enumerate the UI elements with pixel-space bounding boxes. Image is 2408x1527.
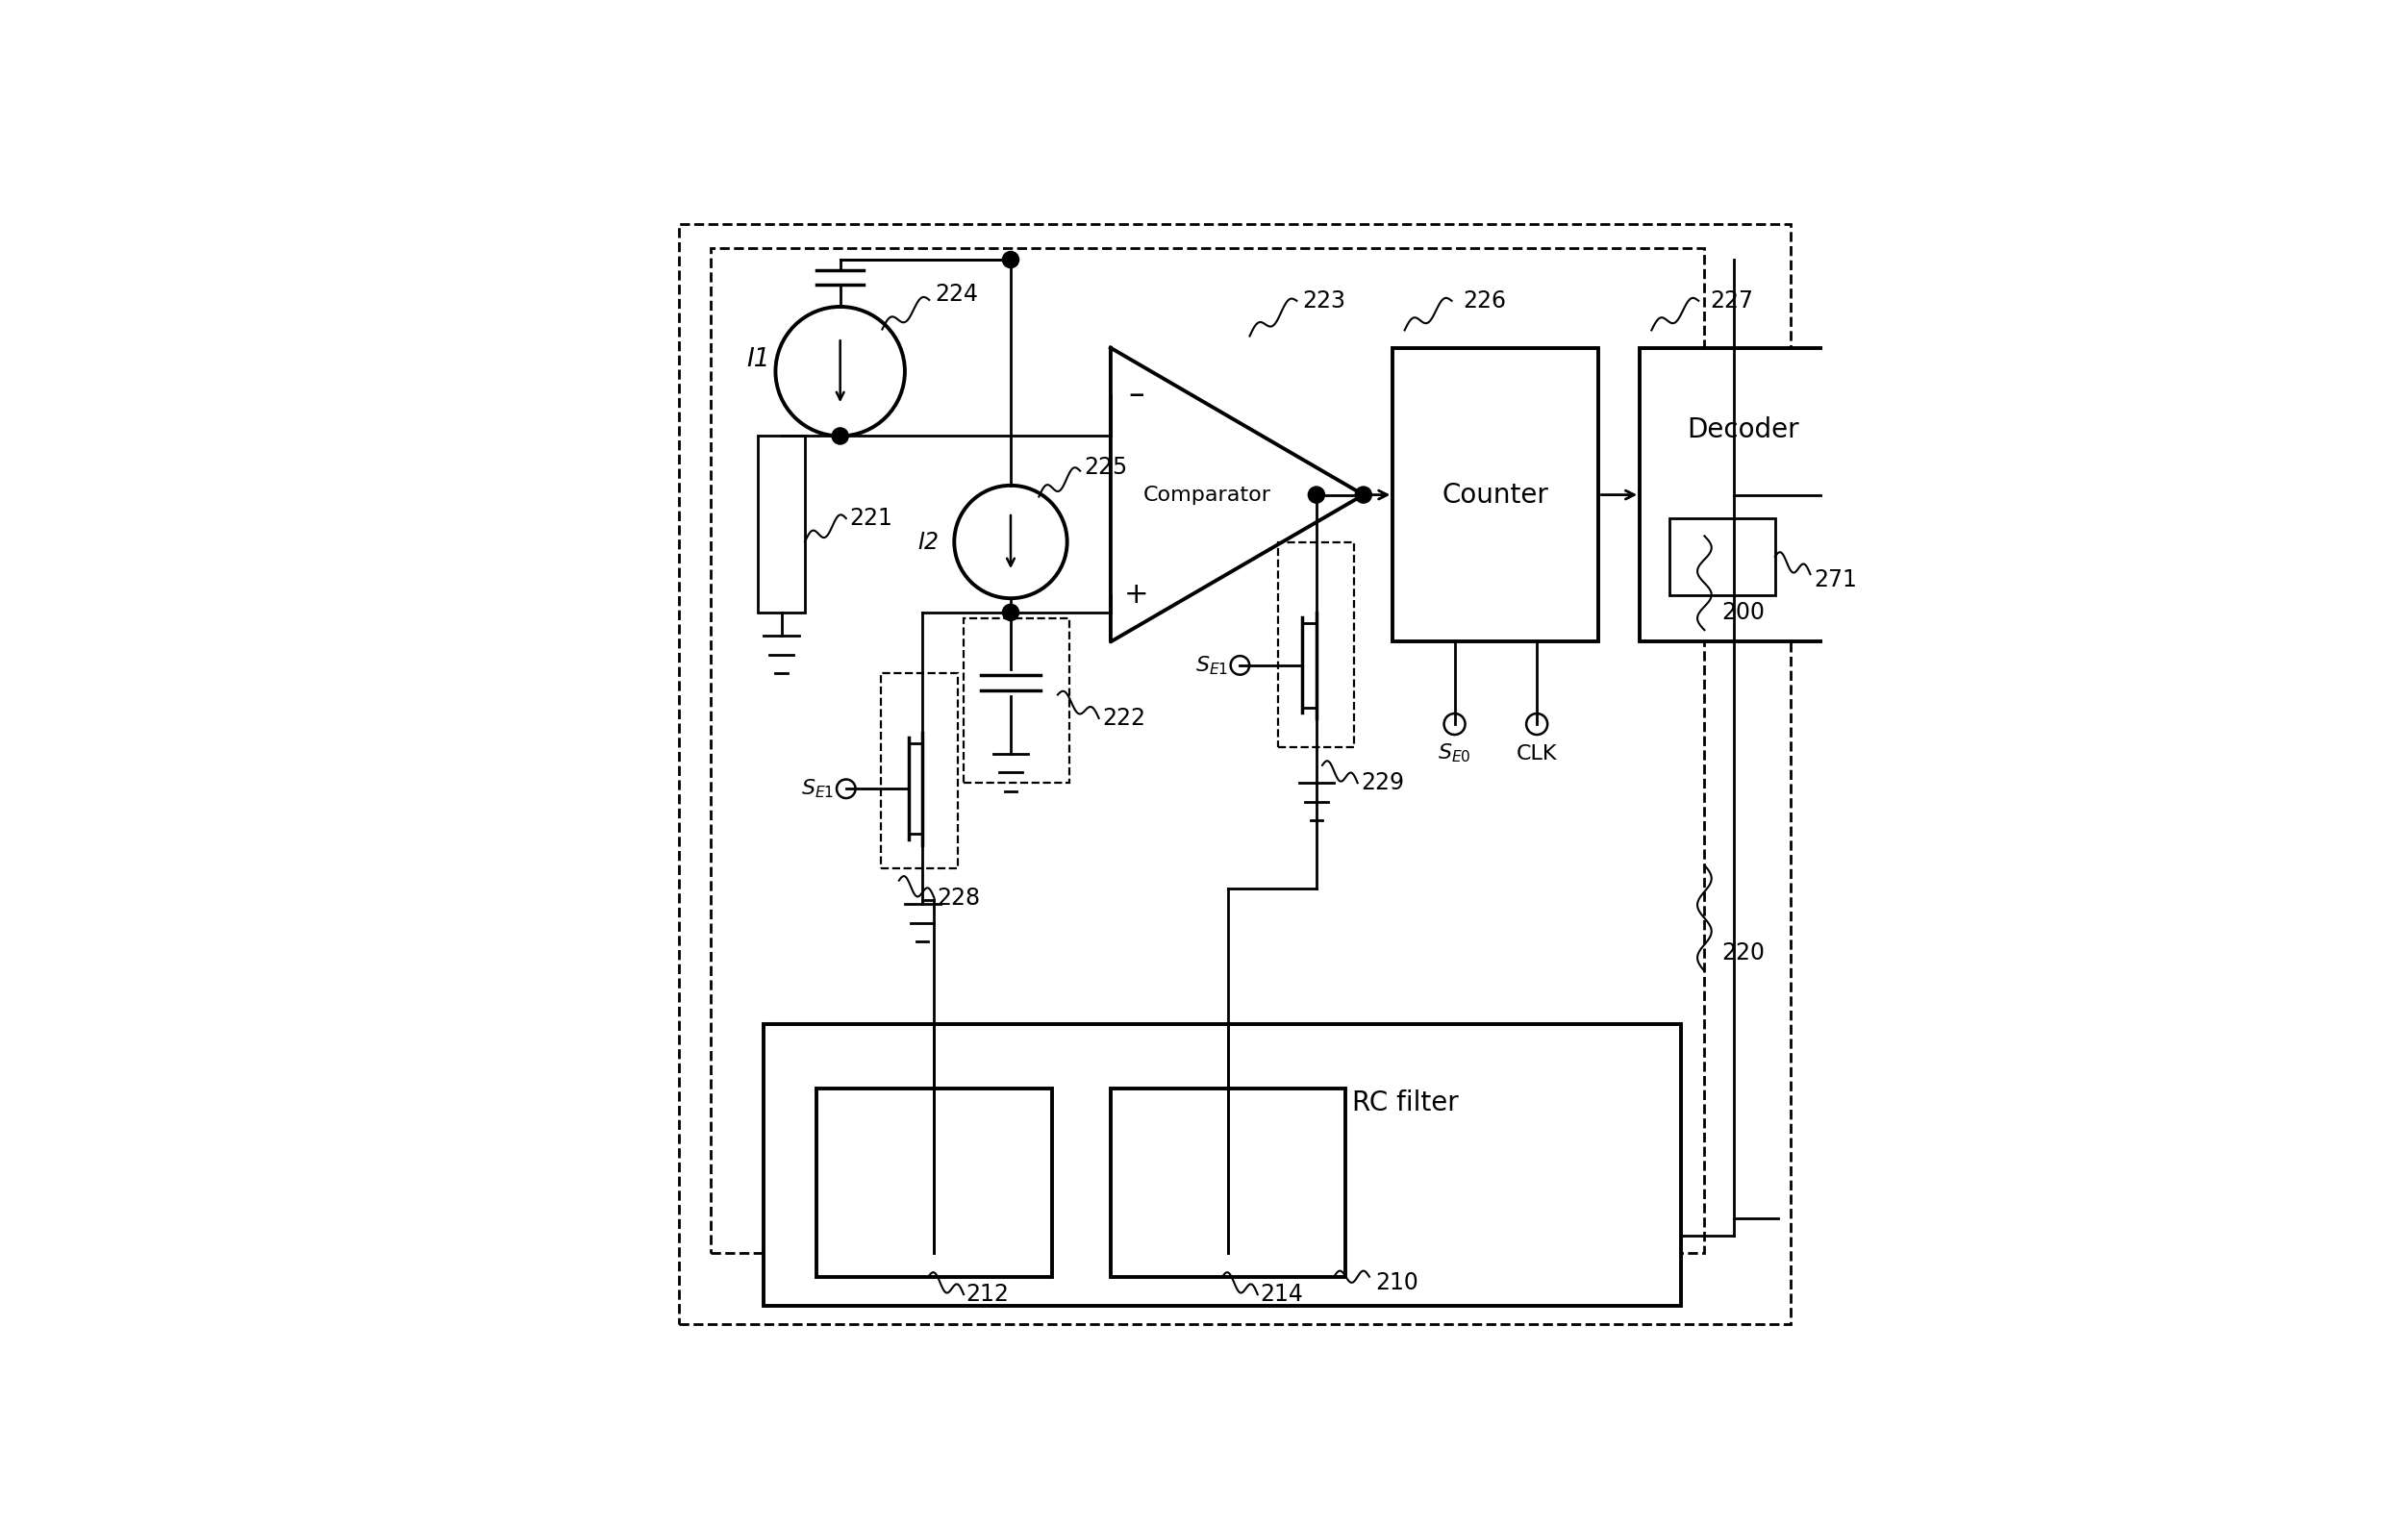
Text: 227: 227 [1710, 289, 1753, 313]
Bar [763, 1025, 1681, 1306]
Circle shape [1002, 252, 1019, 267]
Text: RC filter: RC filter [1353, 1089, 1459, 1116]
Circle shape [836, 779, 855, 799]
Text: 221: 221 [850, 507, 893, 530]
Bar [1110, 1089, 1346, 1277]
Text: 200: 200 [1722, 600, 1765, 625]
Text: $S_{E0}$: $S_{E0}$ [1438, 742, 1471, 765]
Text: 271: 271 [1813, 568, 1857, 591]
Text: I1: I1 [746, 347, 771, 373]
Text: 223: 223 [1303, 289, 1346, 313]
Text: 228: 228 [937, 887, 980, 910]
Bar [816, 1089, 1052, 1277]
Circle shape [1002, 605, 1019, 620]
Circle shape [831, 428, 848, 444]
Bar [1279, 542, 1353, 748]
Circle shape [1308, 487, 1324, 502]
Bar [1640, 348, 1845, 641]
Text: 222: 222 [1103, 707, 1146, 730]
Bar [1392, 348, 1599, 641]
Circle shape [775, 307, 905, 437]
Text: $S_{E1}$: $S_{E1}$ [802, 777, 833, 800]
Text: 220: 220 [1722, 942, 1765, 965]
Text: Decoder: Decoder [1686, 417, 1799, 444]
Bar [1669, 518, 1775, 596]
Text: CLK: CLK [1517, 744, 1558, 764]
Text: 229: 229 [1361, 771, 1404, 794]
Text: 214: 214 [1259, 1283, 1303, 1306]
Text: $S_{E1}$: $S_{E1}$ [1194, 654, 1228, 676]
Text: I2: I2 [917, 530, 939, 553]
Bar [710, 247, 1705, 1254]
Text: Counter: Counter [1442, 481, 1548, 508]
Circle shape [954, 486, 1067, 599]
Circle shape [1356, 487, 1373, 502]
Text: 225: 225 [1084, 455, 1127, 479]
Text: –: – [1129, 379, 1144, 411]
Circle shape [1445, 713, 1464, 734]
Text: 224: 224 [934, 282, 978, 305]
Bar [963, 618, 1069, 783]
Text: 226: 226 [1464, 289, 1507, 313]
Text: Comparator: Comparator [1144, 486, 1271, 504]
Bar [759, 437, 804, 612]
Text: +: + [1125, 580, 1149, 609]
Text: 212: 212 [966, 1283, 1009, 1306]
Bar [881, 673, 958, 869]
Circle shape [1527, 713, 1548, 734]
Circle shape [1230, 657, 1250, 675]
Text: 210: 210 [1375, 1270, 1418, 1295]
